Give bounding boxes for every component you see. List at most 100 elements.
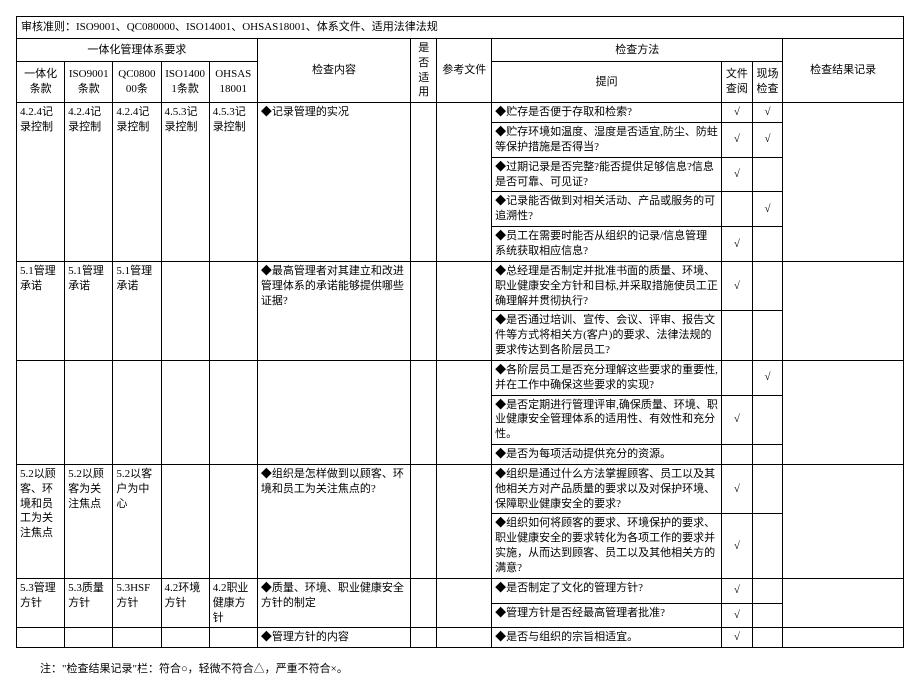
cell-file-check: √ [722, 578, 753, 603]
cell-site-check [752, 514, 783, 578]
audit-table: 审核准则：ISO9001、QC080000、ISO14001、OHSAS1800… [16, 16, 904, 648]
cell-content: ◆组织是怎样做到以顾客、环境和员工为关注焦点的? [257, 464, 410, 578]
cell-question: ◆是否与组织的宗旨相适宜。 [492, 628, 722, 648]
cell-site-check [752, 311, 783, 361]
cell-file-check [722, 192, 753, 227]
cell-result [783, 261, 904, 360]
cell-content [257, 360, 410, 464]
cell-yth [17, 628, 65, 648]
cell-iso14001 [161, 628, 209, 648]
cell-file-check: √ [722, 603, 753, 628]
cell-ref [437, 578, 492, 628]
cell-file-check [722, 445, 753, 465]
cell-iso14001: 4.2环境方针 [161, 578, 209, 628]
table-row: 5.1管理承诺5.1管理承诺5.1管理承诺◆最高管理者对其建立和改进管理体系的承… [17, 261, 904, 311]
cell-question: ◆记录能否做到对相关活动、产品或服务的可追溯性? [492, 192, 722, 227]
cell-yth: 5.2以顾客、环境和员工为关注焦点 [17, 464, 65, 578]
cell-site-check [752, 227, 783, 262]
cell-ohsas [209, 628, 257, 648]
cell-result [783, 464, 904, 578]
cell-question: ◆贮存环境如温度、湿度是否适宜,防尘、防蛀等保护措施是否得当? [492, 123, 722, 158]
cell-ohsas [209, 360, 257, 464]
cell-question: ◆贮存是否便于存取和检索? [492, 103, 722, 123]
cell-qc080: 5.1管理承诺 [113, 261, 161, 360]
table-row: ◆管理方针的内容 ◆是否与组织的宗旨相适宜。√ [17, 628, 904, 648]
cell-question: ◆管理方针是否经最高管理者批准? [492, 603, 722, 628]
cell-file-check: √ [722, 628, 753, 648]
cell-site-check [752, 464, 783, 514]
cell-ref [437, 360, 492, 464]
cell-ohsas: 4.2职业健康方针 [209, 578, 257, 628]
cell-content: ◆记录管理的实况 [257, 103, 410, 262]
cell-question: ◆是否定期进行管理评审,确保质量、环境、职业健康安全管理体系的适用性、有效性和充… [492, 395, 722, 445]
cell-iso9001: 5.1管理承诺 [65, 261, 113, 360]
cell-file-check: √ [722, 464, 753, 514]
cell-question: ◆是否为每项活动提供充分的资源。 [492, 445, 722, 465]
cell-apply [411, 103, 437, 262]
cell-content: ◆管理方针的内容 [257, 628, 410, 648]
header-result: 检查结果记录 [783, 38, 904, 102]
cell-result [783, 628, 904, 648]
cell-file-check [722, 311, 753, 361]
header-site: 现场检查 [752, 62, 783, 103]
cell-site-check: √ [752, 192, 783, 227]
cell-result [783, 578, 904, 628]
cell-site-check [752, 261, 783, 311]
cell-question: ◆过期记录是否完整?能否提供足够信息?信息是否可靠、可见证? [492, 157, 722, 192]
cell-file-check: √ [722, 227, 753, 262]
table-title: 审核准则：ISO9001、QC080000、ISO14001、OHSAS1800… [17, 17, 904, 39]
cell-apply [411, 261, 437, 360]
cell-apply [411, 464, 437, 578]
cell-iso9001: 5.2以顾客为关注焦点 [65, 464, 113, 578]
cell-yth: 5.3管理方针 [17, 578, 65, 628]
header-qc080: QC080000条 [113, 62, 161, 103]
header-question: 提问 [492, 62, 722, 103]
cell-ohsas [209, 261, 257, 360]
cell-ref [437, 103, 492, 262]
cell-iso14001: 4.5.3记录控制 [161, 103, 209, 262]
cell-content: ◆质量、环境、职业健康安全方针的制定 [257, 578, 410, 628]
cell-iso9001 [65, 628, 113, 648]
cell-site-check [752, 603, 783, 628]
header-yth: 一体化条款 [17, 62, 65, 103]
cell-iso9001: 5.3质量方针 [65, 578, 113, 628]
cell-qc080: 5.3HSF方针 [113, 578, 161, 628]
cell-question: ◆员工在需要时能否从组织的记录/信息管理系统获取相应信息? [492, 227, 722, 262]
cell-iso9001: 4.2.4记录控制 [65, 103, 113, 262]
cell-site-check: √ [752, 360, 783, 395]
cell-ref [437, 464, 492, 578]
cell-site-check [752, 628, 783, 648]
cell-iso14001 [161, 261, 209, 360]
cell-site-check: √ [752, 103, 783, 123]
cell-result [783, 360, 904, 464]
cell-file-check: √ [722, 103, 753, 123]
cell-file-check [722, 360, 753, 395]
cell-question: ◆组织如何将顾客的要求、环境保护的要求、职业健康安全的要求转化为各项工作的要求并… [492, 514, 722, 578]
header-ref: 参考文件 [437, 38, 492, 102]
cell-apply [411, 360, 437, 464]
cell-file-check: √ [722, 395, 753, 445]
table-row: ◆各阶层员工是否充分理解这些要求的重要性,并在工作中确保这些要求的实现? √ [17, 360, 904, 395]
table-row: 4.2.4记录控制4.2.4记录控制4.2.4记录控制4.5.3记录控制4.5.… [17, 103, 904, 123]
cell-question: ◆组织是通过什么方法掌握顾客、员工以及其他相关方对产品质量的要求以及对保护环境、… [492, 464, 722, 514]
header-apply: 是否适用 [411, 38, 437, 102]
cell-result [783, 103, 904, 262]
cell-ref [437, 261, 492, 360]
cell-question: ◆是否通过培训、宣传、会议、评审、报告文件等方式将相关方(客户)的要求、法律法规… [492, 311, 722, 361]
cell-ref [437, 628, 492, 648]
header-iso14001: ISO14001条款 [161, 62, 209, 103]
cell-question: ◆总经理是否制定并批准书面的质量、环境、职业健康安全方针和目标,并采取措施使员工… [492, 261, 722, 311]
cell-question: ◆各阶层员工是否充分理解这些要求的重要性,并在工作中确保这些要求的实现? [492, 360, 722, 395]
header-ohsas: OHSAS18001 [209, 62, 257, 103]
header-group-method: 检查方法 [492, 38, 783, 61]
header-file: 文件查阅 [722, 62, 753, 103]
cell-site-check: √ [752, 123, 783, 158]
cell-yth: 5.1管理承诺 [17, 261, 65, 360]
cell-iso14001 [161, 360, 209, 464]
cell-apply [411, 578, 437, 628]
header-group-system: 一体化管理体系要求 [17, 38, 258, 61]
footnote: 注："检查结果记录"栏：符合○，轻微不符合△，严重不符合×。 [40, 660, 904, 676]
cell-question: ◆是否制定了文化的管理方针? [492, 578, 722, 603]
cell-site-check [752, 445, 783, 465]
cell-ohsas [209, 464, 257, 578]
